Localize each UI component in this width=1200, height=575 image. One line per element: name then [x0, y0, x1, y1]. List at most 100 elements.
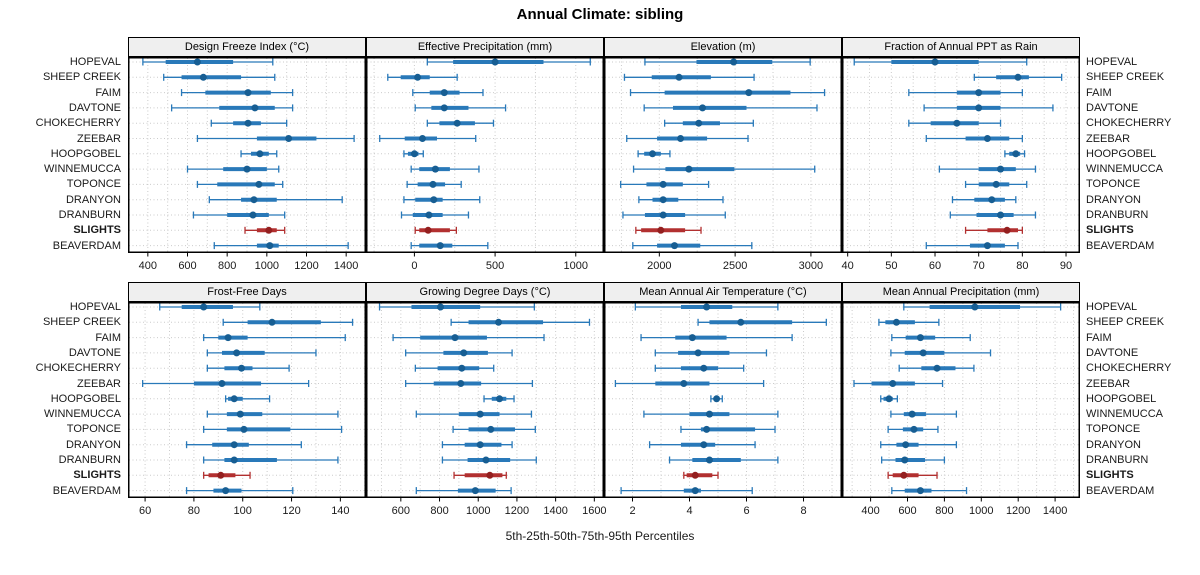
median-dot: [218, 380, 226, 387]
median-dot: [230, 395, 238, 403]
median-dot: [224, 334, 232, 342]
percentile-row: [640, 334, 793, 342]
site-label-right: HOPEVAL: [1086, 301, 1138, 313]
percentile-row: [638, 196, 724, 204]
percentile-row: [186, 165, 280, 173]
median-dot: [244, 89, 252, 97]
percentile-row: [213, 242, 349, 250]
percentile-row: [426, 58, 591, 66]
axis-tick-label: 140: [331, 505, 349, 517]
site-label-right: SLIGHTS: [1086, 469, 1134, 482]
percentile-row: [898, 364, 975, 372]
percentile-row: [938, 165, 1037, 173]
median-dot: [430, 196, 438, 204]
site-label-right: CHOKECHERRY: [1086, 117, 1172, 130]
site-label-right: ZEEBAR: [1086, 132, 1131, 145]
axis-tick-label: 400: [861, 505, 879, 517]
percentile-row: [203, 471, 251, 479]
median-dot: [495, 318, 503, 326]
percentile-row: [240, 150, 278, 158]
site-label-left: FAIM: [95, 86, 121, 99]
percentile-row: [210, 119, 288, 127]
panel-border: [366, 57, 604, 253]
panel-header-elevation-m: Elevation (m): [604, 37, 842, 57]
median-dot: [230, 441, 238, 449]
site-label-right: SHEEP CREEK: [1086, 316, 1165, 329]
median-dot: [675, 73, 683, 81]
median-dot: [436, 242, 444, 250]
axis-tick-label: 1600: [582, 505, 606, 517]
percentile-row: [170, 104, 294, 112]
percentile-row: [452, 425, 536, 433]
axis-tick-label: 800: [430, 505, 448, 517]
median-dot: [414, 73, 422, 81]
panel-plot-mean-annual-precipitation-mm: [842, 302, 1080, 498]
percentile-row: [141, 380, 310, 387]
site-label-right: FAIM: [1086, 86, 1112, 99]
median-dot: [424, 226, 432, 234]
panel-header-mean-annual-precipitation-mm: Mean Annual Precipitation (mm): [842, 282, 1080, 302]
percentile-row: [697, 318, 827, 326]
panel-plot-fraction-of-annual-ppt-as-rain: [842, 57, 1080, 253]
percentile-row: [403, 150, 424, 158]
axis-tick-label: 600: [392, 505, 410, 517]
axis-tick-label: 60: [139, 505, 151, 517]
site-label-right: DRANBURN: [1086, 209, 1149, 221]
median-dot: [703, 425, 711, 433]
panel-axis-mean-annual-air-temperature-c: 2 4 6 8: [629, 498, 807, 517]
site-label-left: WINNEMUCCA: [44, 408, 121, 421]
panel-header-mean-annual-air-temperature-c: Mean Annual Air Temperature (°C): [604, 282, 842, 302]
site-label-left: ZEEBAR: [76, 377, 121, 390]
median-dot: [649, 150, 657, 158]
median-dot: [476, 410, 484, 418]
percentile-row: [908, 89, 1024, 97]
site-label-left: HOPEVAL: [69, 56, 121, 68]
median-dot: [677, 135, 685, 142]
median-dot: [240, 425, 248, 433]
median-dot: [249, 211, 257, 219]
median-dot: [255, 180, 263, 188]
panel-axis-frost-free-days: 60 80 100 120 140: [139, 498, 350, 517]
panel-plot-mean-annual-air-temperature-c: [604, 302, 842, 498]
median-dot: [486, 471, 494, 479]
percentile-row: [643, 104, 818, 112]
percentile-row: [483, 395, 515, 403]
percentile-row: [142, 58, 274, 66]
percentile-row: [635, 226, 702, 234]
median-dot: [659, 211, 667, 219]
site-label-right: HOOPGOBEL: [1086, 392, 1157, 405]
median-dot: [251, 104, 259, 112]
median-dot: [971, 303, 979, 311]
median-dot: [410, 150, 418, 158]
panel-plot-effective-precipitation-mm: [366, 57, 604, 253]
median-dot: [703, 303, 711, 311]
median-dot: [250, 196, 258, 204]
median-dot: [487, 425, 495, 433]
axis-tick-label: 90: [1060, 260, 1072, 272]
percentile-row: [222, 318, 354, 326]
site-label-right: DAVTONE: [1086, 101, 1139, 114]
median-dot: [285, 135, 293, 142]
site-label-right: HOPEVAL: [1086, 56, 1138, 68]
site-label-left: DRANBURN: [58, 209, 121, 221]
axis-tick-label: 2: [629, 505, 635, 517]
median-dot: [1003, 226, 1011, 234]
median-dot: [193, 58, 201, 66]
median-dot: [436, 303, 444, 311]
percentile-row: [632, 165, 816, 173]
percentile-row: [949, 211, 1037, 219]
median-dot: [983, 135, 991, 142]
site-label-left: DAVTONE: [68, 101, 121, 114]
percentile-row: [206, 364, 290, 372]
axis-tick-label: 0: [411, 260, 417, 272]
median-dot: [431, 165, 439, 173]
axis-tick-label: 70: [973, 260, 985, 272]
axis-tick-label: 1400: [334, 260, 358, 272]
median-dot: [1014, 73, 1022, 81]
percentile-row: [620, 487, 753, 495]
site-label-right: DRANYON: [1086, 193, 1142, 206]
median-dot: [243, 165, 251, 173]
site-label-right: WINNEMUCCA: [1086, 163, 1163, 176]
median-dot: [975, 104, 983, 112]
median-dot: [892, 318, 900, 326]
